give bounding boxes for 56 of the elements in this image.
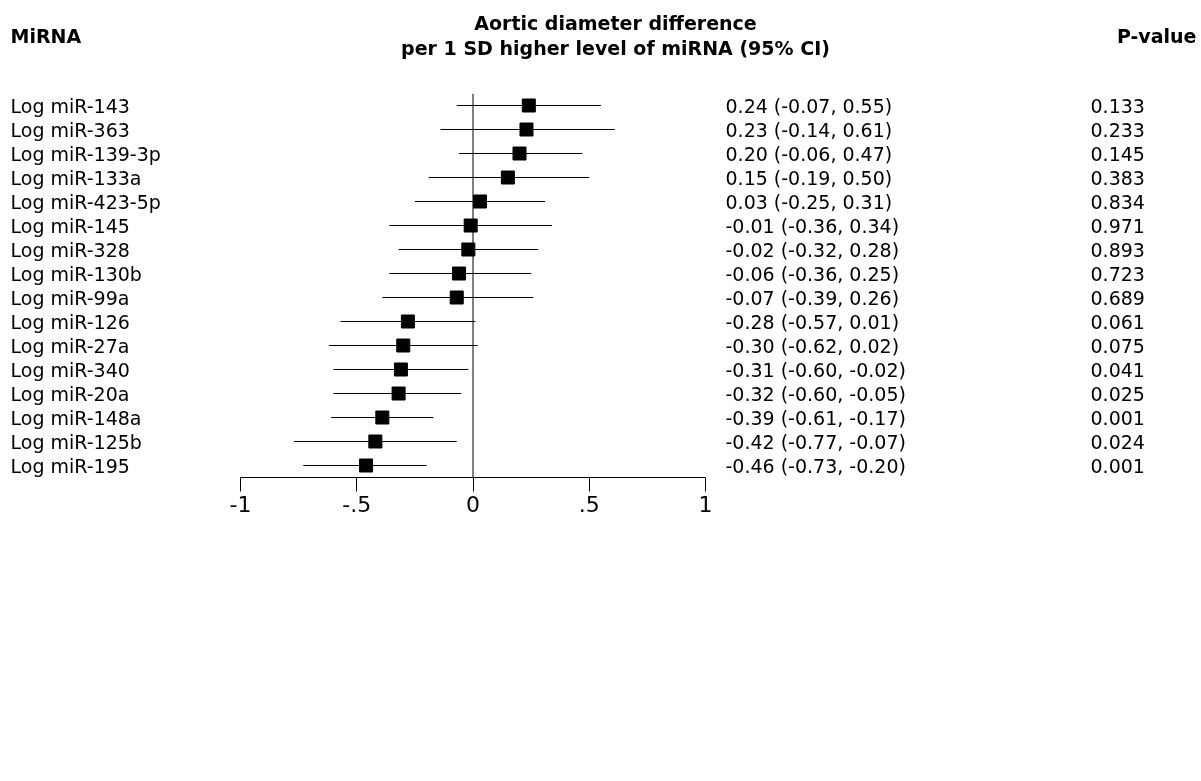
text: 0.001	[1090, 454, 1145, 477]
data-label: -0.31 (-0.60, -0.02)	[725, 358, 906, 381]
data-label: -0.42 (-0.77, -0.07)	[725, 430, 906, 453]
y-axis-title: MiRNA	[10, 24, 82, 47]
data-label: 0.23 (-0.14, 0.61)	[725, 118, 893, 141]
data-label: -0.02 (-0.32, 0.28)	[725, 238, 900, 261]
text: 0.024	[1090, 430, 1145, 453]
y-tick-label: Log miR-133a	[10, 166, 142, 189]
y-tick-label: Log miR-328	[10, 238, 130, 261]
text: 0.233	[1090, 118, 1145, 141]
data-label: 0.15 (-0.19, 0.50)	[725, 166, 893, 189]
text: 0.893	[1090, 238, 1145, 261]
data-label: -0.07 (-0.39, 0.26)	[725, 286, 900, 309]
x-tick-label: -1	[229, 491, 252, 517]
data-label: 0.03 (-0.25, 0.31)	[725, 190, 893, 213]
text: P-value	[1116, 24, 1197, 47]
data-label: 0.24 (-0.07, 0.55)	[725, 94, 893, 117]
x-tick-label: 0	[466, 491, 480, 517]
y-tick-label: Log miR-125b	[10, 430, 142, 453]
data-label: -0.28 (-0.57, 0.01)	[725, 310, 900, 333]
y-tick-label: Log miR-195	[10, 454, 130, 477]
x-tick-label: .5	[578, 491, 600, 517]
y-tick-label: Log miR-423-5p	[10, 190, 161, 213]
text: 0.723	[1090, 262, 1145, 285]
y-tick-label: Log miR-139-3p	[10, 142, 161, 165]
text: 0.001	[1090, 406, 1145, 429]
y-tick-label: Log miR-27a	[10, 334, 130, 357]
data-label: -0.30 (-0.62, 0.02)	[725, 334, 900, 357]
data-label: -0.39 (-0.61, -0.17)	[725, 406, 906, 429]
y-tick-label: Log miR-148a	[10, 406, 142, 429]
y-tick-label: Log miR-145	[10, 214, 130, 237]
chart-title: Aortic diameter difference per 1 SD higher level of miRNA (95% CI)	[401, 11, 830, 59]
text: 0.689	[1090, 286, 1145, 309]
data-label: -0.01 (-0.36, 0.34)	[725, 214, 900, 237]
y-tick-label: Log miR-126	[10, 310, 130, 333]
text: 0.971	[1090, 214, 1145, 237]
text: 0.061	[1090, 310, 1145, 333]
data-label: 0.20 (-0.06, 0.47)	[725, 142, 893, 165]
text: 0.041	[1090, 358, 1145, 381]
y-tick-label: Log miR-130b	[10, 262, 142, 285]
text: 0.133	[1090, 94, 1145, 117]
y-tick-label: Log miR-340	[10, 358, 130, 381]
text: 0.075	[1090, 334, 1145, 357]
text: 0.025	[1090, 382, 1145, 405]
x-tick-label: -.5	[342, 491, 372, 517]
text: 0.383	[1090, 166, 1145, 189]
x-tick-label: 1	[698, 491, 713, 517]
data-label: -0.46 (-0.73, -0.20)	[725, 454, 906, 477]
text: 0.834	[1090, 190, 1145, 213]
data-label: -0.06 (-0.36, 0.25)	[725, 262, 900, 285]
y-tick-label: Log miR-99a	[10, 286, 130, 309]
y-tick-label: Log miR-20a	[10, 382, 130, 405]
data-label: -0.32 (-0.60, -0.05)	[725, 382, 906, 405]
text: 0.145	[1090, 142, 1145, 165]
y-tick-label: Log miR-143	[10, 94, 130, 117]
y-tick-label: Log miR-363	[10, 118, 130, 141]
